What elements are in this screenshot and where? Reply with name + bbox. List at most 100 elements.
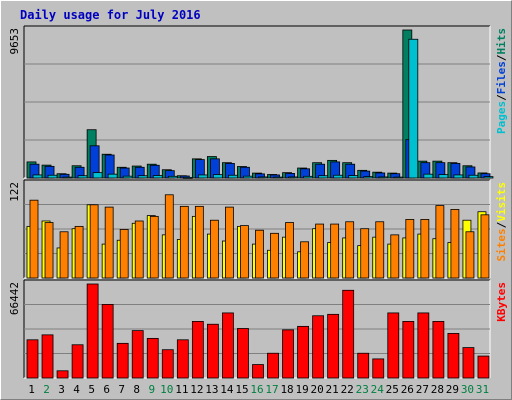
sites-bar-day-27 [420, 219, 430, 279]
kbytes-bar-day-14 [222, 312, 234, 379]
legend-entry: / [495, 221, 508, 228]
pages-bar-day-30 [468, 174, 479, 179]
pages-bar-day-29 [453, 174, 464, 179]
sites-bar-day-17 [270, 232, 279, 279]
x-tick-label-day-10: 10 [160, 383, 173, 396]
kbytes-bar-day-3 [56, 370, 69, 379]
legend-entry: Files [495, 61, 508, 94]
legend-2: Sites/Visits [495, 182, 508, 262]
x-tick-label-day-23: 23 [356, 383, 369, 396]
sites-bar-day-9 [149, 215, 159, 279]
pages-bar-day-17 [273, 176, 283, 179]
sites-bar-day-30 [465, 231, 475, 279]
kbytes-bar-day-6 [101, 304, 114, 379]
kbytes-bar-day-20 [312, 315, 325, 379]
pages-bar-day-23 [363, 176, 374, 179]
kbytes-bar-day-29 [447, 333, 460, 379]
legend-entry: Hits [495, 28, 508, 55]
x-tick-label-day-25: 25 [386, 383, 399, 396]
pages-bar-day-26 [408, 38, 419, 179]
x-tick-label-day-13: 13 [205, 383, 218, 396]
sites-bar-day-1 [29, 199, 39, 279]
sites-bar-day-16 [255, 229, 264, 279]
x-tick-label-day-11: 11 [175, 383, 188, 396]
pages-bar-day-11 [182, 176, 193, 179]
legend-entry: / [495, 54, 508, 61]
kbytes-bar-day-2 [41, 334, 54, 379]
pages-bar-day-20 [318, 175, 329, 179]
kbytes-bar-day-10 [161, 349, 174, 379]
kbytes-bar-day-7 [116, 342, 129, 379]
sites-bar-day-19 [300, 241, 309, 279]
x-tick-label-day-19: 19 [295, 383, 308, 396]
pages-bar-day-16 [258, 176, 268, 179]
x-tick-label-day-30: 30 [461, 383, 474, 396]
kbytes-bar-day-25 [387, 312, 400, 379]
legend-entry: / [495, 94, 508, 101]
kbytes-bar-day-23 [357, 352, 370, 379]
pages-bar-day-3 [62, 176, 73, 179]
sites-bar-day-18 [285, 222, 294, 279]
sites-bar-day-2 [44, 222, 54, 279]
x-tick-label-day-14: 14 [220, 383, 234, 396]
legend-entry: Sites [495, 228, 508, 261]
pages-bar-day-15 [243, 175, 253, 179]
pages-bar-day-4 [77, 175, 88, 179]
legend-entry: Visits [495, 182, 508, 222]
sites-bar-day-5 [89, 204, 99, 279]
pages-bar-day-9 [152, 175, 163, 179]
sites-bar-day-24 [375, 221, 385, 279]
pages-bar-day-27 [423, 173, 434, 179]
pages-bar-day-25 [393, 176, 404, 179]
pages-bar-day-22 [348, 175, 359, 179]
sites-bar-day-21 [330, 223, 340, 279]
kbytes-bar-day-1 [26, 339, 39, 379]
pages-bar-day-21 [333, 174, 344, 179]
sites-bar-day-28 [435, 205, 445, 279]
x-tick-label-day-3: 3 [58, 383, 65, 396]
x-tick-label-day-15: 15 [235, 383, 248, 396]
legend-1: Pages/Files/Hits [495, 28, 508, 134]
sites-bar-day-7 [119, 229, 129, 279]
pages-bar-day-14 [228, 174, 238, 179]
kbytes-bar-day-26 [402, 321, 415, 379]
kbytes-bar-day-18 [282, 329, 294, 379]
x-tick-label-day-12: 12 [190, 383, 203, 396]
chart-title: Daily usage for July 2016 [20, 8, 201, 22]
pages-bar-day-2 [47, 174, 58, 179]
pages-bar-day-7 [122, 175, 133, 179]
sites-bar-day-6 [104, 206, 114, 279]
sites-bar-day-12 [194, 205, 204, 279]
x-tick-label-day-8: 8 [133, 383, 140, 396]
sites-bar-day-14 [225, 206, 234, 279]
x-tick-label-day-29: 29 [446, 383, 459, 396]
x-tick-label-day-4: 4 [73, 383, 80, 396]
kbytes-bar-day-28 [432, 321, 445, 379]
sites-bar-day-25 [390, 234, 400, 279]
pages-bar-day-10 [167, 175, 178, 179]
pages-bar-day-18 [288, 176, 298, 179]
kbytes-bar-day-21 [327, 313, 340, 379]
kbytes-bar-day-9 [146, 337, 159, 379]
sites-bar-day-22 [345, 221, 355, 279]
kbytes-bar-day-16 [252, 364, 264, 379]
sites-bar-day-4 [74, 225, 84, 279]
kbytes-bar-day-13 [206, 323, 219, 379]
legend-entry: Pages [495, 101, 508, 134]
sites-bar-day-20 [315, 223, 325, 279]
y-max-label: 122 [8, 182, 21, 202]
sites-bar-day-26 [405, 219, 415, 279]
kbytes-bar-day-12 [191, 321, 204, 379]
x-tick-label-day-26: 26 [401, 383, 414, 396]
x-tick-label-day-6: 6 [103, 383, 110, 396]
kbytes-bar-day-8 [131, 330, 144, 379]
pages-bar-day-31 [483, 176, 494, 179]
kbytes-bar-day-11 [176, 339, 189, 379]
x-tick-label-day-27: 27 [416, 383, 429, 396]
kbytes-bar-day-5 [86, 283, 99, 379]
sites-bar-day-13 [209, 219, 219, 279]
y-max-label: 9653 [8, 28, 21, 55]
sites-bar-day-31 [480, 214, 490, 279]
pages-bar-day-1 [32, 174, 43, 179]
pages-bar-day-28 [438, 174, 449, 179]
